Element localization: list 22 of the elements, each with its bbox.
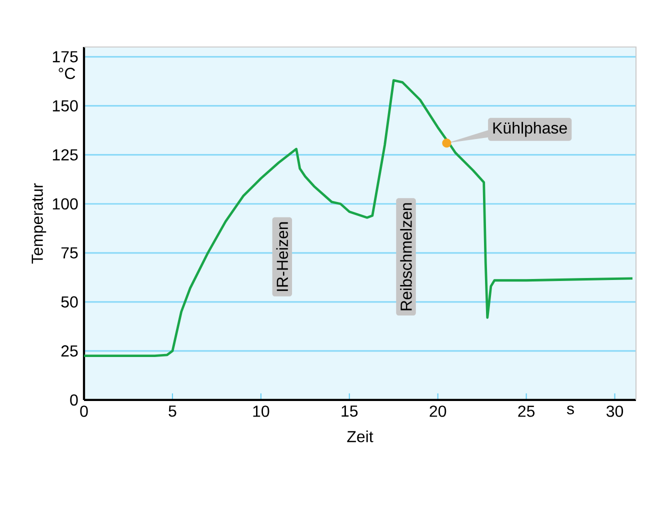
x-tick-label: 10 <box>253 406 270 417</box>
text: s <box>566 406 574 414</box>
text: °C <box>58 68 76 80</box>
y-tick-label: 150 <box>52 100 78 112</box>
x-tick-label: 15 <box>342 406 358 417</box>
y-tick-label: 100 <box>52 198 78 210</box>
y-tick-label: 175 <box>52 51 78 62</box>
annotation: IR-Heizen <box>276 222 288 291</box>
x-tick-label: 0 <box>80 406 88 417</box>
y-tick-label: 75 <box>61 247 78 258</box>
x-axis-title: Zeit <box>347 430 374 442</box>
x-tick-label: 5 <box>168 406 176 417</box>
x-tick-label: 25 <box>518 406 535 417</box>
annotation: Kühlphase <box>493 122 567 137</box>
y-axis-title: Temperatur <box>32 183 46 264</box>
x-tick-label: 20 <box>430 406 446 417</box>
y-tick-label: 0 <box>70 394 78 406</box>
y-tick-label: 25 <box>61 345 78 357</box>
x-tick-label: 30 <box>606 406 624 417</box>
y-tick-label: 50 <box>61 296 78 308</box>
y-tick-label: 125 <box>52 149 78 161</box>
annotation: Reibschmelzen <box>400 203 412 310</box>
